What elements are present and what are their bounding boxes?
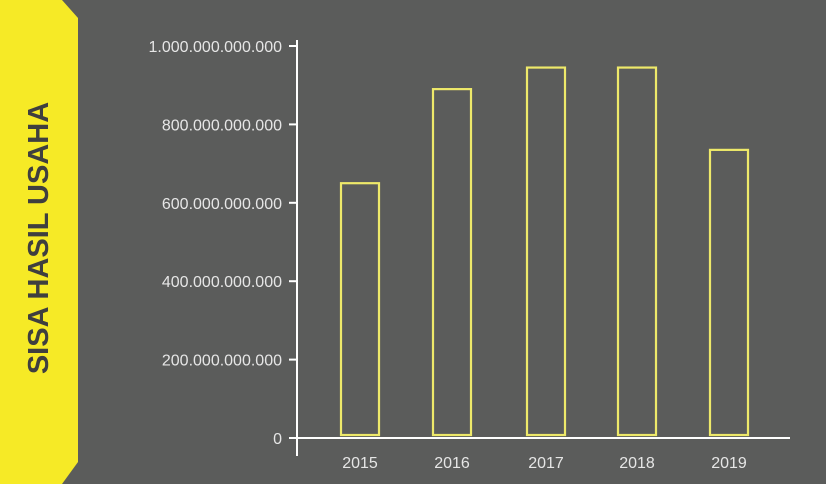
x-axis: 2015 2016 2017 2018 2019 xyxy=(289,437,790,472)
y-axis: 0 200.000.000.000 400.000.000.000 600.000.0… xyxy=(149,39,298,456)
x-tick-label: 2015 xyxy=(342,455,378,472)
bars xyxy=(339,66,750,437)
x-tick-label: 2016 xyxy=(434,455,470,472)
y-tick-label: 200.000.000.000 xyxy=(162,353,282,370)
y-title-banner xyxy=(0,0,78,484)
x-tick-label: 2017 xyxy=(528,455,564,472)
y-tick-label: 1.000.000.000.000 xyxy=(149,39,283,56)
y-tick-label: 800.000.000.000 xyxy=(162,117,282,134)
y-tick-label: 0 xyxy=(273,431,282,448)
bar xyxy=(708,148,750,437)
bar xyxy=(525,66,567,437)
y-axis-title: SISA HASIL USAHA xyxy=(23,102,55,374)
bar xyxy=(339,182,381,437)
y-tick-label: 600.000.000.000 xyxy=(162,196,282,213)
bar xyxy=(431,88,473,437)
x-tick-label: 2018 xyxy=(619,455,655,472)
bar xyxy=(616,66,658,437)
y-tick-label: 400.000.000.000 xyxy=(162,274,282,291)
x-tick-label: 2019 xyxy=(711,455,747,472)
